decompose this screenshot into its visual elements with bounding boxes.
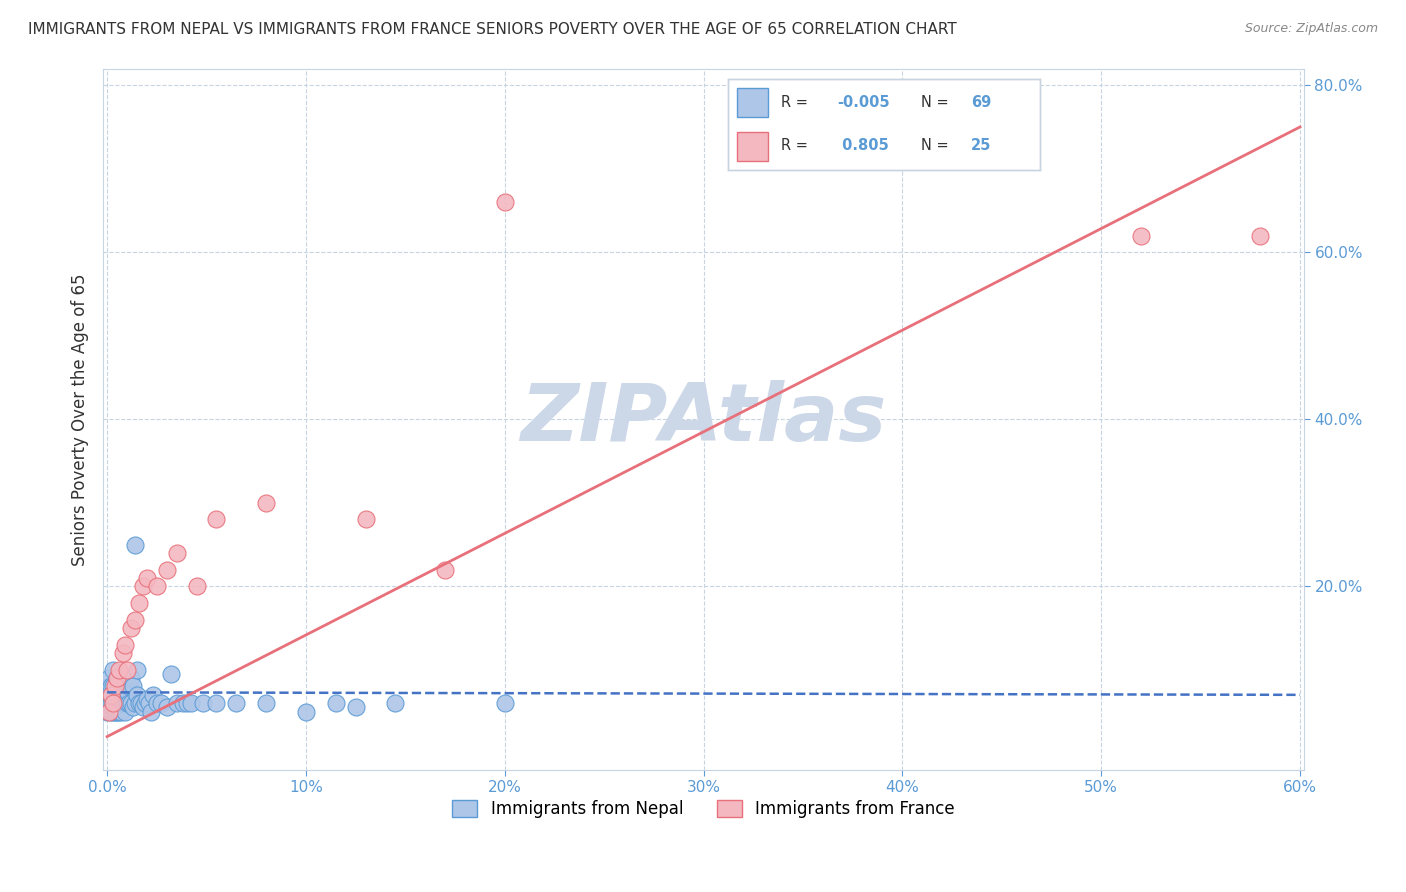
Point	[135, 692, 157, 706]
Point	[225, 696, 247, 710]
Point	[101, 696, 124, 710]
Point	[96, 705, 118, 719]
Point	[105, 671, 128, 685]
Text: ZIPAtlas: ZIPAtlas	[520, 380, 887, 458]
Point	[166, 696, 188, 710]
Point	[98, 671, 121, 685]
Point	[115, 663, 138, 677]
Point	[111, 646, 134, 660]
Point	[434, 563, 457, 577]
Point	[149, 696, 172, 710]
Point	[120, 696, 142, 710]
Point	[100, 696, 122, 710]
Point	[159, 667, 181, 681]
Point	[494, 195, 516, 210]
Point	[108, 705, 131, 719]
Point	[172, 696, 194, 710]
Point	[494, 696, 516, 710]
Point	[101, 705, 124, 719]
Point	[176, 696, 198, 710]
Point	[105, 671, 128, 685]
Point	[104, 696, 127, 710]
Point	[108, 663, 131, 677]
Point	[111, 688, 134, 702]
Point	[134, 696, 156, 710]
Point	[156, 563, 179, 577]
Point	[205, 512, 228, 526]
Point	[166, 546, 188, 560]
Point	[104, 705, 127, 719]
Text: IMMIGRANTS FROM NEPAL VS IMMIGRANTS FROM FRANCE SENIORS POVERTY OVER THE AGE OF : IMMIGRANTS FROM NEPAL VS IMMIGRANTS FROM…	[28, 22, 957, 37]
Point	[254, 496, 277, 510]
Point	[325, 696, 347, 710]
Point	[129, 696, 152, 710]
Point	[120, 671, 142, 685]
Point	[115, 696, 138, 710]
Point	[114, 688, 136, 702]
Point	[100, 688, 122, 702]
Point	[104, 680, 127, 694]
Point	[105, 688, 128, 702]
Point	[139, 705, 162, 719]
Point	[118, 696, 141, 710]
Point	[122, 680, 145, 694]
Point	[104, 688, 127, 702]
Point	[146, 579, 169, 593]
Point	[110, 705, 132, 719]
Point	[122, 700, 145, 714]
Point	[98, 680, 121, 694]
Point	[98, 705, 121, 719]
Point	[124, 696, 146, 710]
Point	[110, 696, 132, 710]
Point	[120, 621, 142, 635]
Point	[128, 596, 150, 610]
Point	[254, 696, 277, 710]
Point	[1129, 228, 1152, 243]
Point	[124, 613, 146, 627]
Point	[105, 705, 128, 719]
Point	[111, 696, 134, 710]
Point	[186, 579, 208, 593]
Point	[98, 688, 121, 702]
Point	[114, 638, 136, 652]
Point	[111, 680, 134, 694]
Point	[344, 700, 367, 714]
Point	[132, 579, 155, 593]
Point	[180, 696, 202, 710]
Point	[384, 696, 406, 710]
Point	[101, 696, 124, 710]
Point	[125, 688, 148, 702]
Point	[101, 680, 124, 694]
Point	[354, 512, 377, 526]
Y-axis label: Seniors Poverty Over the Age of 65: Seniors Poverty Over the Age of 65	[72, 273, 89, 566]
Legend: Immigrants from Nepal, Immigrants from France: Immigrants from Nepal, Immigrants from F…	[446, 793, 962, 825]
Point	[125, 663, 148, 677]
Point	[110, 683, 132, 698]
Point	[128, 696, 150, 710]
Point	[138, 696, 160, 710]
Point	[156, 700, 179, 714]
Point	[98, 696, 121, 710]
Point	[124, 537, 146, 551]
Point	[135, 571, 157, 585]
Point	[115, 683, 138, 698]
Text: Source: ZipAtlas.com: Source: ZipAtlas.com	[1244, 22, 1378, 36]
Point	[100, 680, 122, 694]
Point	[100, 688, 122, 702]
Point	[101, 663, 124, 677]
Point	[100, 705, 122, 719]
Point	[108, 692, 131, 706]
Point	[114, 705, 136, 719]
Point	[105, 696, 128, 710]
Point	[295, 705, 318, 719]
Point	[108, 680, 131, 694]
Point	[142, 688, 165, 702]
Point	[132, 700, 155, 714]
Point	[1249, 228, 1271, 243]
Point	[146, 696, 169, 710]
Point	[115, 675, 138, 690]
Point	[205, 696, 228, 710]
Point	[118, 680, 141, 694]
Point	[191, 696, 214, 710]
